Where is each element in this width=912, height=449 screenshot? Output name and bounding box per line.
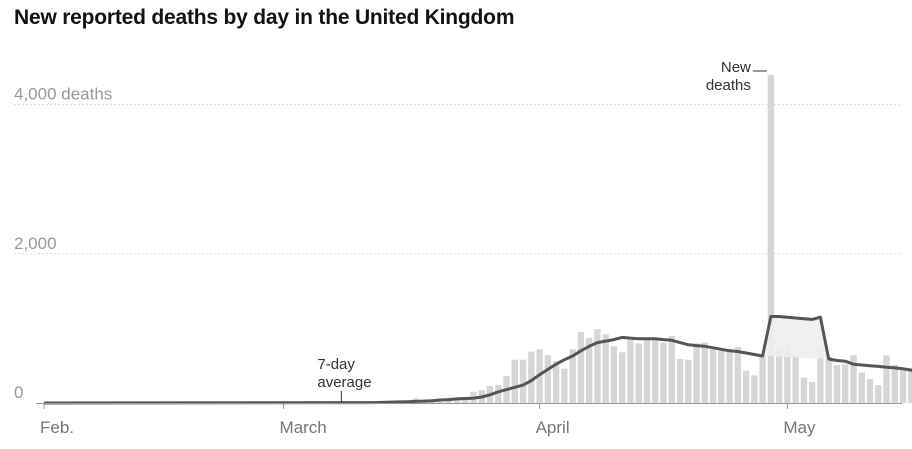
x-tick-label: March: [280, 418, 327, 437]
bar: [610, 346, 618, 403]
bar: [850, 355, 857, 403]
bars: [362, 74, 912, 403]
bar: [875, 385, 882, 403]
bar: [462, 397, 469, 403]
y-tick-label: 0: [14, 383, 23, 402]
bar: [908, 367, 912, 403]
bar: [544, 355, 552, 403]
new-deaths-label: New: [721, 59, 751, 76]
seven-day-average-label: average: [317, 374, 371, 391]
x-tick-label: April: [536, 418, 570, 437]
bar: [751, 375, 758, 403]
bar: [495, 385, 502, 403]
bar: [718, 350, 725, 403]
gridlines: [14, 104, 902, 255]
bar: [528, 351, 535, 403]
bar: [453, 399, 461, 403]
bar: [668, 335, 675, 403]
x-axis: Feb. March April May: [36, 403, 902, 437]
bar: [594, 329, 601, 403]
bar: [561, 368, 568, 403]
bar: [701, 342, 708, 403]
bar: [784, 342, 791, 403]
bar: [775, 346, 783, 403]
bar: [552, 361, 560, 403]
bar: [726, 349, 733, 403]
bar: [635, 343, 642, 403]
bar: [792, 355, 799, 403]
bar: [817, 349, 824, 403]
x-tick-label: May: [783, 418, 816, 437]
x-tick-label: Feb.: [40, 418, 74, 437]
bar: [800, 377, 808, 403]
bar: [569, 349, 576, 403]
bar: [660, 342, 667, 403]
bar: [742, 370, 750, 403]
bar: [511, 359, 519, 403]
bar: [693, 343, 700, 403]
new-deaths-label: deaths: [706, 77, 751, 94]
bar: [883, 355, 890, 403]
seven-day-average-label: 7-day: [317, 356, 355, 373]
y-tick-label: 4,000 deaths: [14, 85, 112, 104]
bar: [709, 349, 717, 403]
bar: [825, 356, 832, 403]
bar: [519, 359, 527, 403]
y-axis-labels: 0 2,000 4,000 deaths: [14, 85, 112, 402]
chart-title: New reported deaths by day in the United…: [14, 6, 515, 29]
bar: [619, 352, 626, 403]
bar: [652, 339, 659, 403]
bar: [842, 364, 849, 403]
bar: [891, 364, 898, 403]
bar: [602, 334, 609, 403]
seven-day-average-line: [43, 315, 912, 405]
bar: [676, 358, 684, 403]
average-excess-fill: [762, 316, 829, 359]
bar: [685, 359, 692, 403]
y-tick-label: 2,000: [14, 234, 57, 253]
bar: [627, 338, 634, 403]
bar: [808, 382, 816, 403]
bar: [585, 338, 593, 403]
bar: [767, 74, 775, 403]
bar: [858, 372, 865, 403]
bar: [734, 347, 742, 403]
bar: [866, 379, 874, 403]
bar: [899, 368, 907, 403]
bar: [759, 355, 766, 403]
bar: [833, 364, 841, 403]
bar: [577, 332, 585, 403]
bar: [643, 339, 651, 403]
